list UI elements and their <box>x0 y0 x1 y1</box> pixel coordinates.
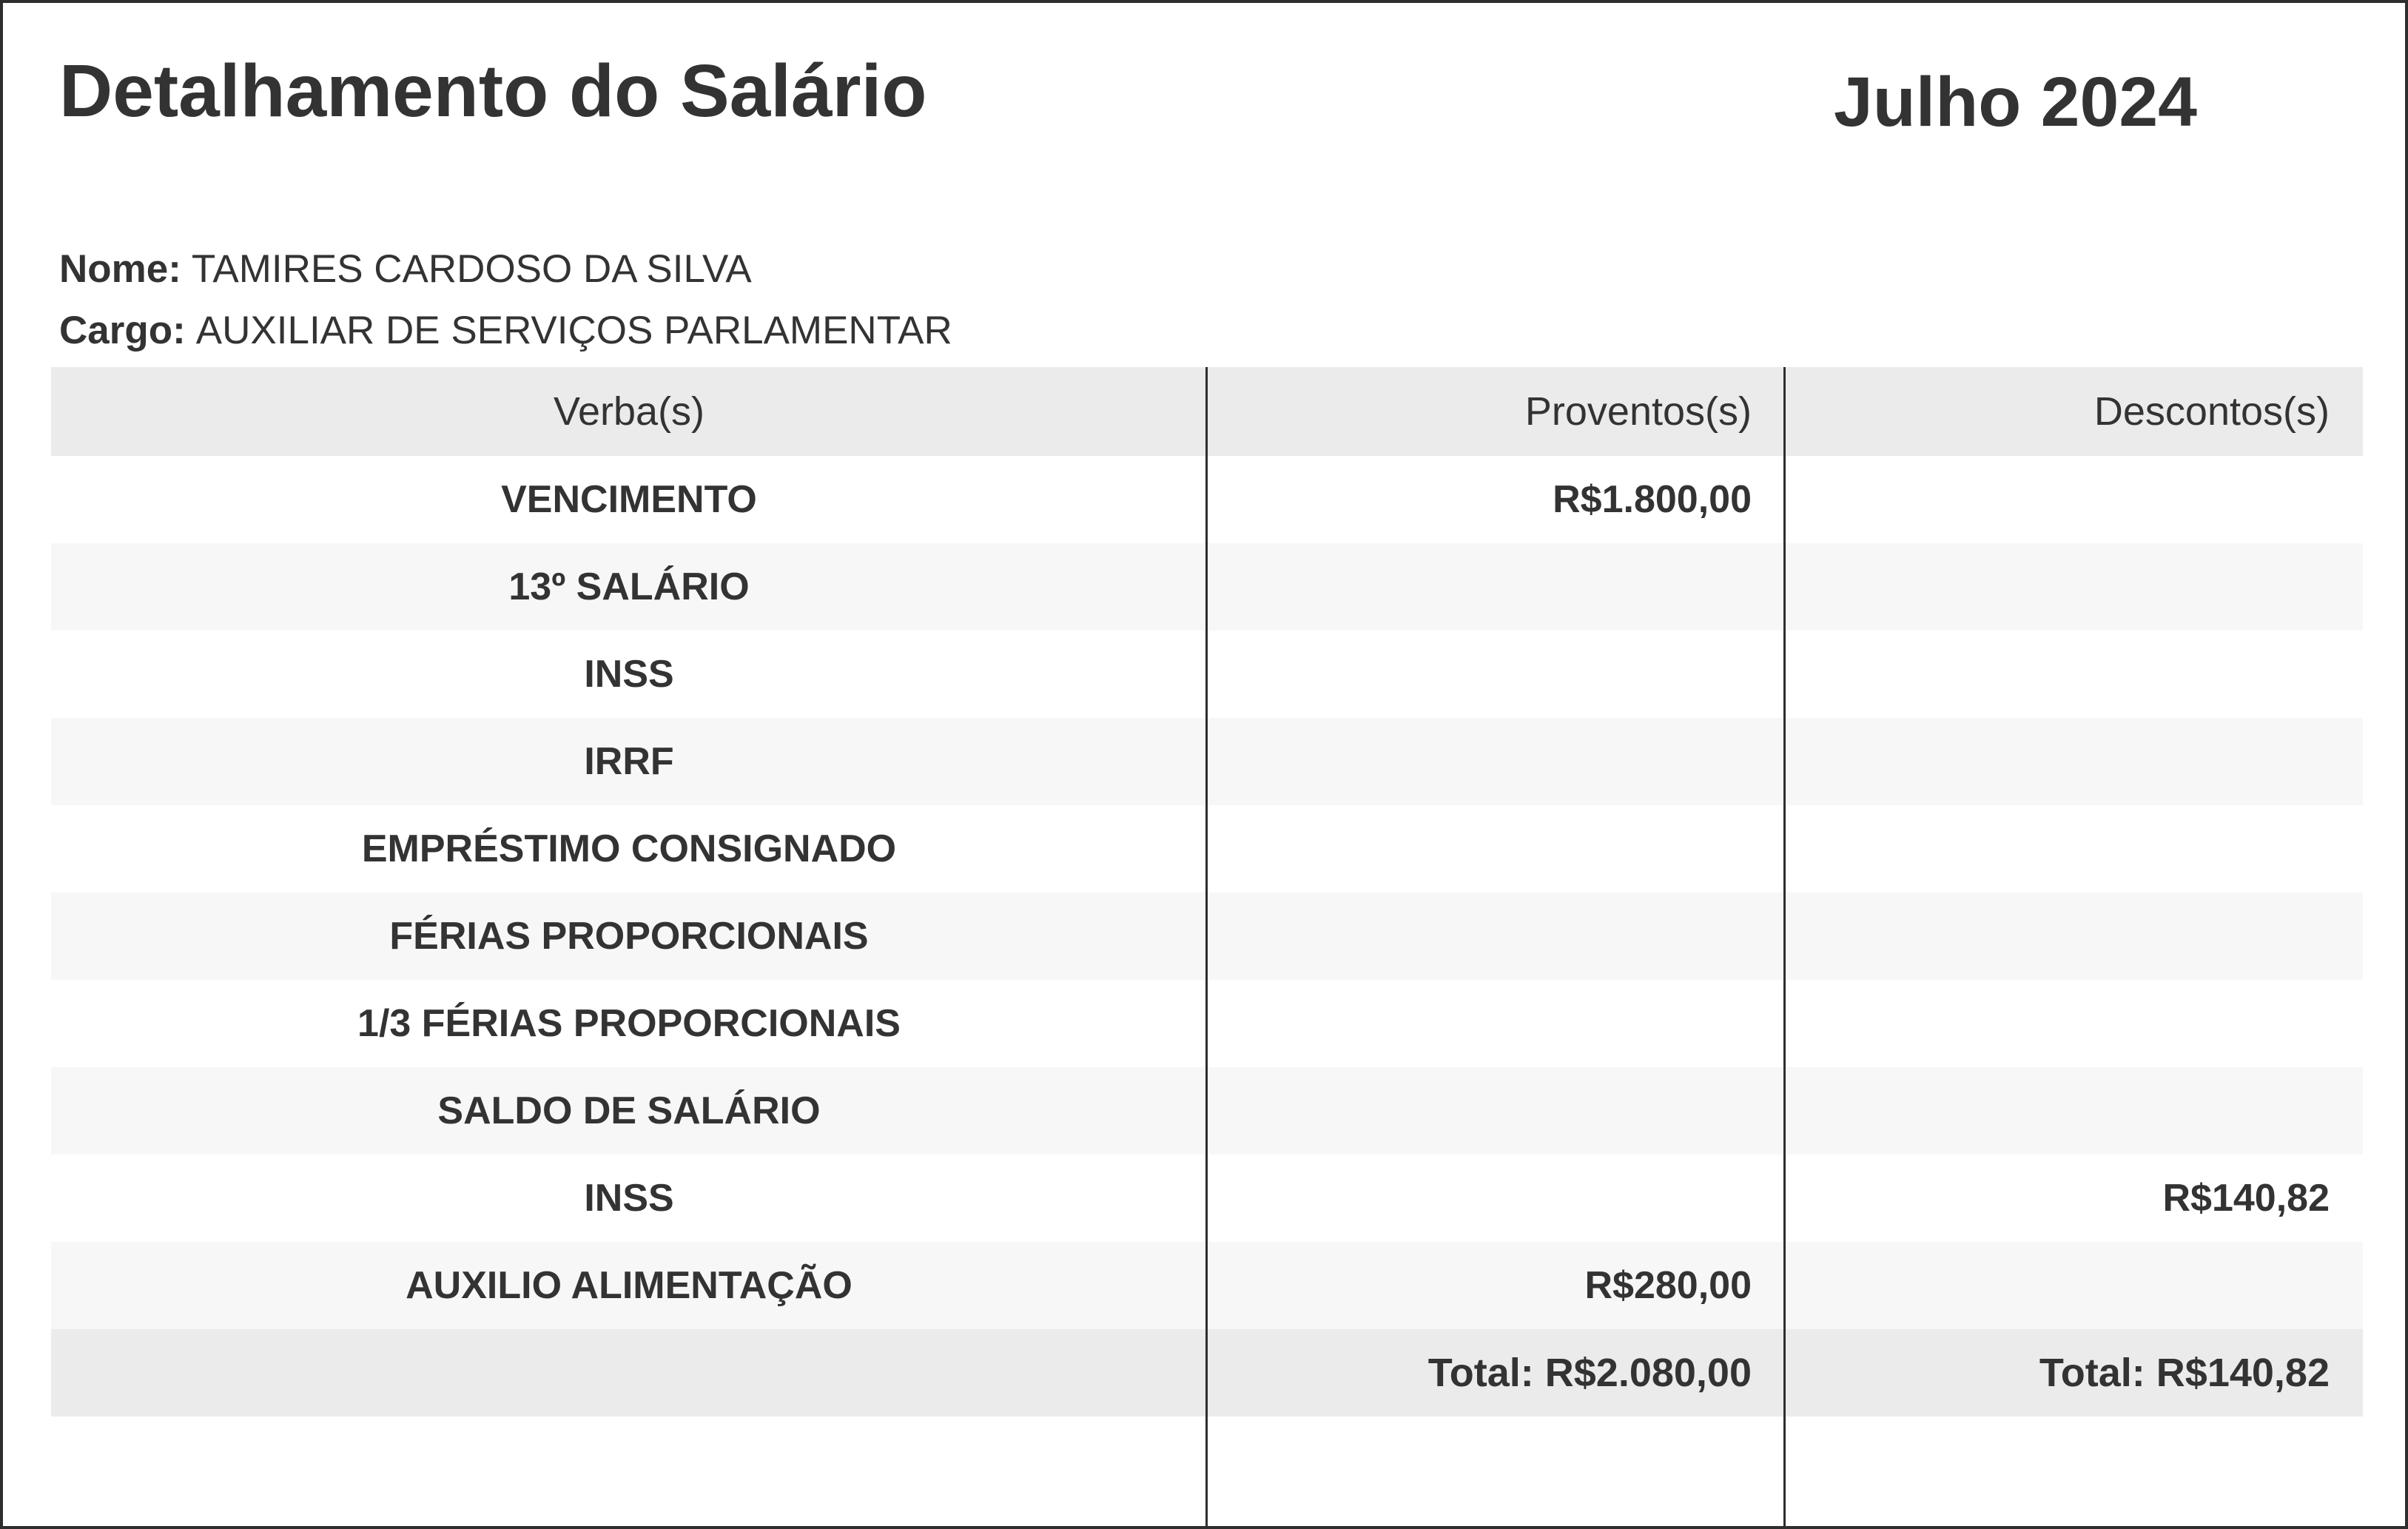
column-divider-2 <box>1783 367 1786 1526</box>
proventos-cell <box>1207 631 1785 718</box>
proventos-cell <box>1207 805 1785 893</box>
descontos-cell <box>1785 456 2363 543</box>
verba-cell: FÉRIAS PROPORCIONAIS <box>389 915 869 958</box>
proventos-cell <box>1207 893 1785 980</box>
header-verba: Verba(s) <box>553 389 705 434</box>
proventos-cell <box>1207 718 1785 805</box>
proventos-cell: R$280,00 <box>1584 1264 1752 1307</box>
salary-table: Verba(s) Proventos(s) Descontos(s) VENCI… <box>51 367 2363 1526</box>
verba-cell: 1/3 FÉRIAS PROPORCIONAIS <box>357 1002 901 1045</box>
name-label: Nome: <box>59 247 181 291</box>
page-title: Detalhamento do Salário <box>59 50 927 132</box>
proventos-cell <box>1207 1067 1785 1155</box>
verba-cell: SALDO DE SALÁRIO <box>437 1089 821 1132</box>
totals-proventos: Total: R$2.080,00 <box>1427 1351 1752 1395</box>
period-label: Julho 2024 <box>1833 63 2197 141</box>
descontos-cell <box>1785 805 2363 893</box>
role-label: Cargo: <box>59 309 186 352</box>
employee-role: AUXILIAR DE SERVIÇOS PARLAMENTAR <box>195 309 952 352</box>
totals-empty-cell <box>51 1329 1207 1417</box>
totals-descontos: Total: R$140,82 <box>2039 1351 2330 1395</box>
descontos-cell <box>1785 543 2363 631</box>
descontos-cell <box>1785 1242 2363 1329</box>
descontos-cell <box>1785 1067 2363 1155</box>
verba-cell: VENCIMENTO <box>501 478 757 521</box>
header-proventos: Proventos(s) <box>1524 389 1752 434</box>
verba-cell: AUXILIO ALIMENTAÇÃO <box>406 1264 852 1307</box>
header-descontos: Descontos(s) <box>2093 389 2330 434</box>
proventos-cell <box>1207 980 1785 1067</box>
proventos-cell: R$1.800,00 <box>1553 478 1752 521</box>
employee-info: Nome: TAMIRES CARDOSO DA SILVA Cargo: AUXI… <box>59 238 952 361</box>
employee-name: TAMIRES CARDOSO DA SILVA <box>191 247 752 291</box>
proventos-cell <box>1207 543 1785 631</box>
descontos-cell <box>1785 893 2363 980</box>
descontos-cell <box>1785 718 2363 805</box>
descontos-cell <box>1785 980 2363 1067</box>
column-divider-1 <box>1205 367 1208 1526</box>
employee-name-line: Nome: TAMIRES CARDOSO DA SILVA <box>59 238 952 300</box>
employee-role-line: Cargo: AUXILIAR DE SERVIÇOS PARLAMENTAR <box>59 300 952 361</box>
proventos-cell <box>1207 1155 1785 1242</box>
descontos-cell <box>1785 631 2363 718</box>
descontos-cell: R$140,82 <box>2162 1177 2330 1220</box>
verba-cell: 13º SALÁRIO <box>508 565 750 608</box>
verba-cell: INSS <box>584 653 674 696</box>
verba-cell: INSS <box>584 1177 674 1220</box>
verba-cell: IRRF <box>584 740 674 783</box>
verba-cell: EMPRÉSTIMO CONSIGNADO <box>361 827 897 870</box>
